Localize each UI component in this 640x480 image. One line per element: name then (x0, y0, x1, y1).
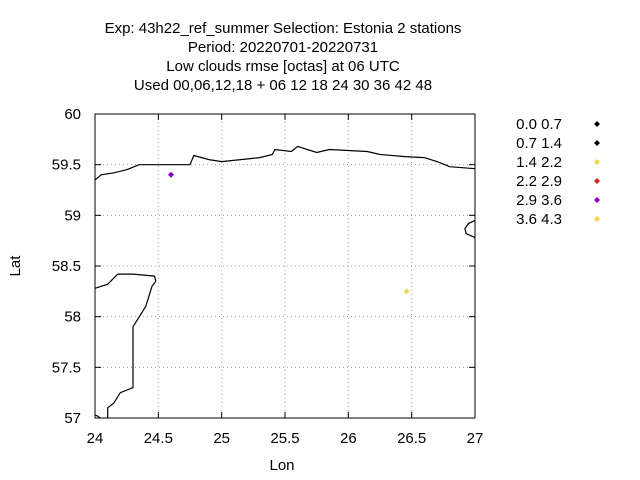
legend-label: 1.4 2.2 (516, 154, 562, 171)
x-tick-label: 26 (340, 430, 357, 447)
y-tick-label: 60 (64, 106, 81, 123)
legend: 0.0 0.7 0.7 1.4 1.4 2.2 2.2 2.9 2.9 3.6 3.6 4… (516, 116, 600, 228)
legend-marker (594, 197, 600, 203)
y-axis-label: Lat (7, 255, 24, 277)
y-tick-label: 58.5 (52, 258, 81, 275)
coastline (464, 219, 476, 239)
legend-marker (594, 216, 600, 222)
data-points (168, 171, 410, 295)
station-point (403, 288, 410, 295)
x-tick-label: 25.5 (270, 430, 299, 447)
y-tick-label: 59.5 (52, 157, 81, 174)
x-tick-label: 24.5 (144, 430, 173, 447)
coastlines (94, 145, 476, 419)
title-line-3: Low clouds rmse [octas] at 06 UTC (166, 58, 400, 75)
x-tick-label: 26.5 (397, 430, 426, 447)
x-axis-label: Lon (269, 457, 294, 474)
legend-label: 0.7 1.4 (516, 135, 562, 152)
title-line-1: Exp: 43h22_ref_summer Selection: Estonia… (105, 20, 462, 37)
legend-label: 2.2 2.9 (516, 173, 562, 190)
coastline (94, 145, 476, 181)
legend-label: 2.9 3.6 (516, 192, 562, 209)
title: Exp: 43h22_ref_summer Selection: Estonia… (105, 20, 462, 94)
station-point (168, 171, 174, 178)
legend-marker (594, 178, 600, 184)
x-tick-label: 27 (467, 430, 484, 447)
grid (95, 114, 475, 418)
x-tick-label: 24 (87, 430, 104, 447)
y-tick-label: 57 (64, 410, 81, 427)
axis-ticks: 24 24.5 25 25.5 26 26.5 27 57 57.5 58 58.5 59 59.5 60 (52, 106, 484, 447)
legend-label: 0.0 0.7 (516, 116, 562, 133)
coastline (94, 273, 157, 418)
legend-marker (594, 159, 600, 165)
legend-marker (594, 140, 600, 146)
y-tick-label: 58 (64, 309, 81, 326)
legend-label: 3.6 4.3 (516, 211, 562, 228)
y-tick-label: 57.5 (52, 359, 81, 376)
coastline (94, 414, 101, 419)
y-tick-label: 59 (64, 207, 81, 224)
legend-marker (594, 121, 600, 127)
title-line-2: Period: 20220701-20220731 (188, 39, 378, 56)
title-line-4: Used 00,06,12,18 + 06 12 18 24 30 36 42 … (134, 77, 432, 94)
x-tick-label: 25 (213, 430, 230, 447)
